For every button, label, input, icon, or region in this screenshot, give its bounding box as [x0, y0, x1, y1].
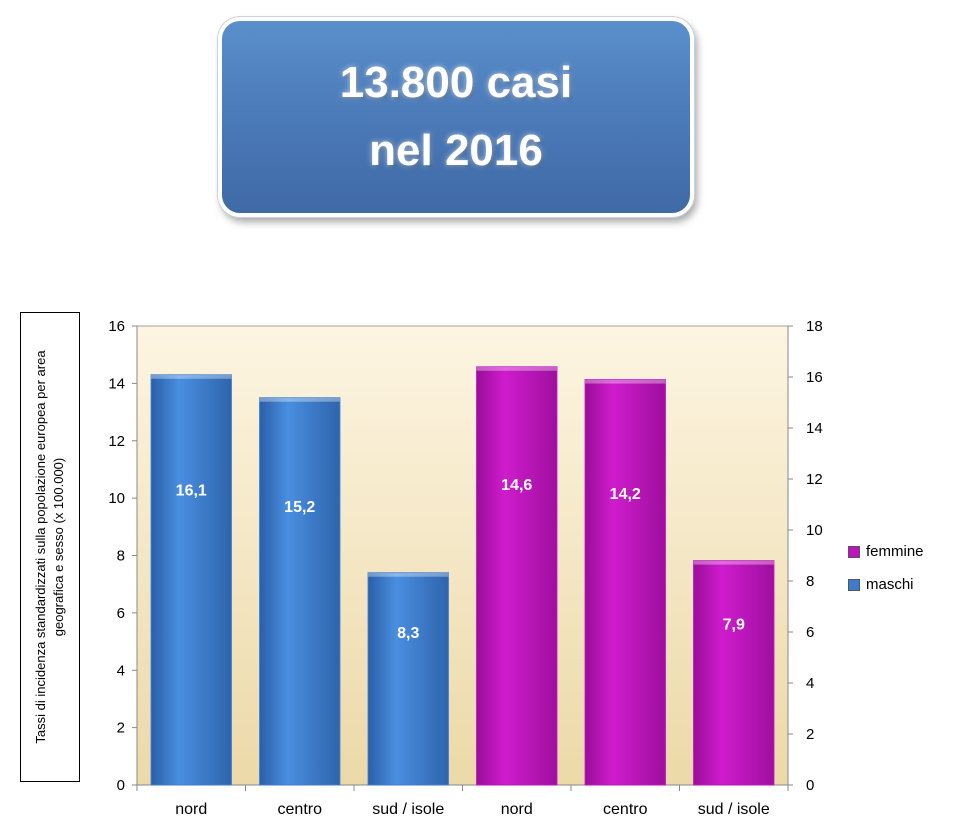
- highlight-banner: 13.800 casi nel 2016: [218, 17, 694, 217]
- y-tick-label-left: 6: [117, 605, 125, 622]
- y-tick-label-right: 18: [806, 318, 823, 335]
- bar-top-highlight: [476, 366, 557, 371]
- bar-top-highlight: [368, 572, 449, 577]
- bar-femmine: [693, 560, 775, 786]
- legend-label-femmine: femmine: [866, 543, 924, 560]
- bar-top-highlight: [585, 379, 666, 384]
- legend-swatch-femmine: [848, 545, 860, 558]
- data-label: 16,1: [176, 483, 207, 500]
- y-tick-label-left: 0: [117, 777, 125, 794]
- y-tick-label-right: 6: [806, 624, 814, 641]
- y-tick-label-right: 0: [806, 777, 814, 794]
- data-label: 14,2: [610, 486, 641, 503]
- y-tick-label-left: 4: [117, 662, 125, 679]
- y-tick-label-right: 4: [806, 675, 814, 692]
- y-tick-label-left: 10: [108, 490, 125, 507]
- banner-line-2: nel 2016: [369, 126, 543, 175]
- y-tick-label-right: 2: [806, 726, 814, 743]
- y-tick-label-right: 16: [806, 369, 823, 386]
- plot-area: [136, 325, 789, 786]
- legend-label-maschi: maschi: [866, 576, 914, 593]
- y-tick-label-right: 12: [806, 471, 823, 488]
- legend-item-femmine: femmine: [848, 543, 924, 560]
- legend-item-maschi: maschi: [848, 576, 914, 593]
- y-tick-label-right: 8: [806, 573, 814, 590]
- y-tick-label-left: 12: [108, 433, 125, 450]
- bar-top-highlight: [693, 560, 774, 565]
- bar-maschi: [259, 397, 341, 786]
- bar-femmine: [584, 379, 666, 786]
- y-tick-label-right: 14: [806, 420, 823, 437]
- bar-maschi: [367, 572, 449, 786]
- y-tick-label-left: 16: [108, 318, 125, 335]
- bar-femmine: [476, 366, 558, 786]
- x-tick-label: centro: [278, 801, 323, 818]
- y-tick-label-right: 10: [806, 522, 823, 539]
- x-tick-label: nord: [501, 801, 533, 818]
- legend-swatch-maschi: [848, 578, 860, 591]
- bar-maschi: [150, 374, 232, 786]
- bar-top-highlight: [151, 374, 232, 379]
- data-label: 14,6: [501, 477, 532, 494]
- data-label: 7,9: [723, 616, 745, 633]
- x-tick-label: centro: [603, 801, 648, 818]
- bar-top-highlight: [259, 397, 340, 402]
- data-label: 8,3: [397, 625, 419, 642]
- x-tick-label: nord: [175, 801, 207, 818]
- y-tick-label-left: 8: [117, 548, 125, 565]
- y-tick-label-left: 14: [108, 375, 125, 392]
- x-tick-label: sud / isole: [698, 801, 770, 818]
- banner-line-1: 13.800 casi: [339, 58, 573, 107]
- y-tick-label-left: 2: [117, 720, 125, 737]
- data-label: 15,2: [284, 499, 315, 516]
- y-axis-label-box: Tassi di incidenza standardizzati sulla …: [20, 312, 80, 782]
- x-tick-label: sud / isole: [372, 801, 444, 818]
